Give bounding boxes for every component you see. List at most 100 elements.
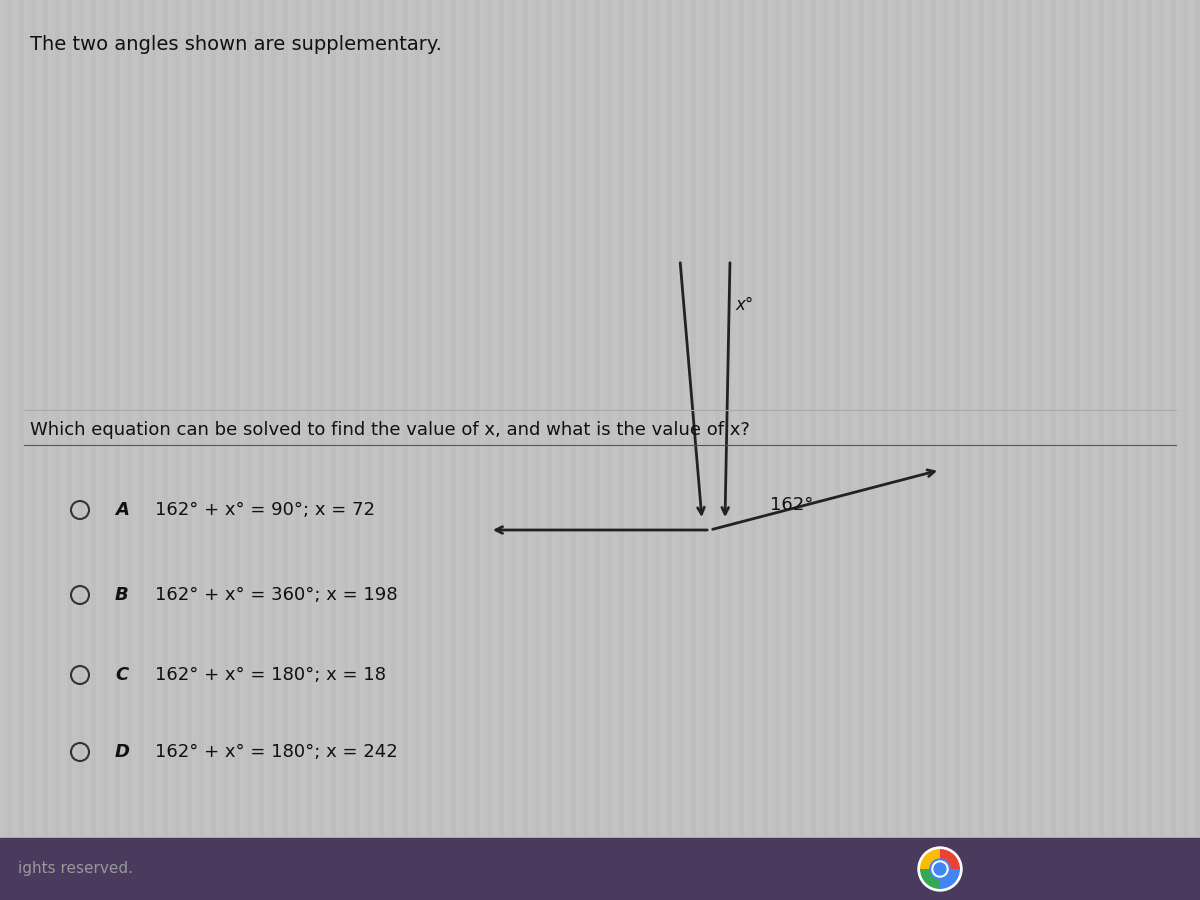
Wedge shape <box>920 869 940 889</box>
Bar <box>840 0 846 900</box>
Bar <box>252 0 258 900</box>
Bar <box>1116 0 1122 900</box>
Bar <box>600 0 606 900</box>
Bar <box>180 0 186 900</box>
Bar <box>708 0 714 900</box>
Bar <box>696 0 702 900</box>
Bar <box>780 0 786 900</box>
Bar <box>588 0 594 900</box>
Bar <box>336 0 342 900</box>
Bar <box>408 0 414 900</box>
Bar <box>384 0 390 900</box>
Bar <box>168 0 174 900</box>
Bar <box>1128 0 1134 900</box>
Bar <box>0 0 6 900</box>
Bar <box>156 0 162 900</box>
Bar <box>144 0 150 900</box>
Bar <box>528 0 534 900</box>
Bar <box>660 0 666 900</box>
Text: B: B <box>115 586 128 604</box>
Bar <box>1008 0 1014 900</box>
Circle shape <box>932 861 948 877</box>
Bar <box>1188 0 1194 900</box>
Text: C: C <box>115 666 128 684</box>
Wedge shape <box>940 869 960 889</box>
Bar <box>1164 0 1170 900</box>
Bar <box>852 0 858 900</box>
Bar <box>648 0 654 900</box>
Bar <box>1032 0 1038 900</box>
Bar <box>624 0 630 900</box>
Circle shape <box>918 847 962 891</box>
Bar <box>924 0 930 900</box>
Bar <box>1080 0 1086 900</box>
Bar <box>612 0 618 900</box>
Bar <box>192 0 198 900</box>
Bar <box>60 0 66 900</box>
Text: The two angles shown are supplementary.: The two angles shown are supplementary. <box>30 35 442 55</box>
Bar <box>432 0 438 900</box>
Text: ights reserved.: ights reserved. <box>18 861 133 877</box>
Bar <box>684 0 690 900</box>
Bar <box>492 0 498 900</box>
Bar <box>768 0 774 900</box>
Bar <box>828 0 834 900</box>
Bar <box>228 0 234 900</box>
Bar <box>756 0 762 900</box>
Text: 162° + x° = 360°; x = 198: 162° + x° = 360°; x = 198 <box>155 586 397 604</box>
Bar <box>480 0 486 900</box>
Bar <box>1176 0 1182 900</box>
Text: 162° + x° = 180°; x = 242: 162° + x° = 180°; x = 242 <box>155 743 397 761</box>
Text: A: A <box>115 501 128 519</box>
Bar <box>936 0 942 900</box>
Text: 162°: 162° <box>770 496 814 514</box>
Bar <box>672 0 678 900</box>
Bar <box>1092 0 1098 900</box>
Bar <box>900 0 906 900</box>
Bar <box>732 0 738 900</box>
Bar <box>888 0 894 900</box>
Bar <box>1020 0 1026 900</box>
Bar <box>276 0 282 900</box>
Bar <box>1068 0 1074 900</box>
Bar <box>996 0 1002 900</box>
Bar <box>720 0 726 900</box>
Bar <box>120 0 126 900</box>
Wedge shape <box>940 849 960 869</box>
Bar <box>636 0 642 900</box>
Bar <box>960 0 966 900</box>
Text: D: D <box>115 743 130 761</box>
Bar <box>804 0 810 900</box>
Bar <box>108 0 114 900</box>
Bar <box>12 0 18 900</box>
Bar <box>420 0 426 900</box>
Bar <box>444 0 450 900</box>
Bar <box>864 0 870 900</box>
Bar <box>468 0 474 900</box>
Text: 162° + x° = 180°; x = 18: 162° + x° = 180°; x = 18 <box>155 666 386 684</box>
Text: Which equation can be solved to find the value of x, and what is the value of x?: Which equation can be solved to find the… <box>30 421 750 439</box>
Bar <box>984 0 990 900</box>
Bar <box>72 0 78 900</box>
Bar <box>96 0 102 900</box>
Bar <box>84 0 90 900</box>
Bar <box>204 0 210 900</box>
Bar <box>264 0 270 900</box>
Bar <box>1056 0 1062 900</box>
Bar <box>576 0 582 900</box>
Bar <box>876 0 882 900</box>
Bar <box>792 0 798 900</box>
Circle shape <box>930 859 950 879</box>
Bar <box>552 0 558 900</box>
Bar <box>372 0 378 900</box>
Bar <box>288 0 294 900</box>
Bar <box>540 0 546 900</box>
Bar <box>504 0 510 900</box>
Bar <box>1152 0 1158 900</box>
Bar <box>744 0 750 900</box>
Bar <box>312 0 318 900</box>
Bar <box>564 0 570 900</box>
Bar <box>48 0 54 900</box>
Bar <box>0 838 1200 900</box>
Bar <box>132 0 138 900</box>
